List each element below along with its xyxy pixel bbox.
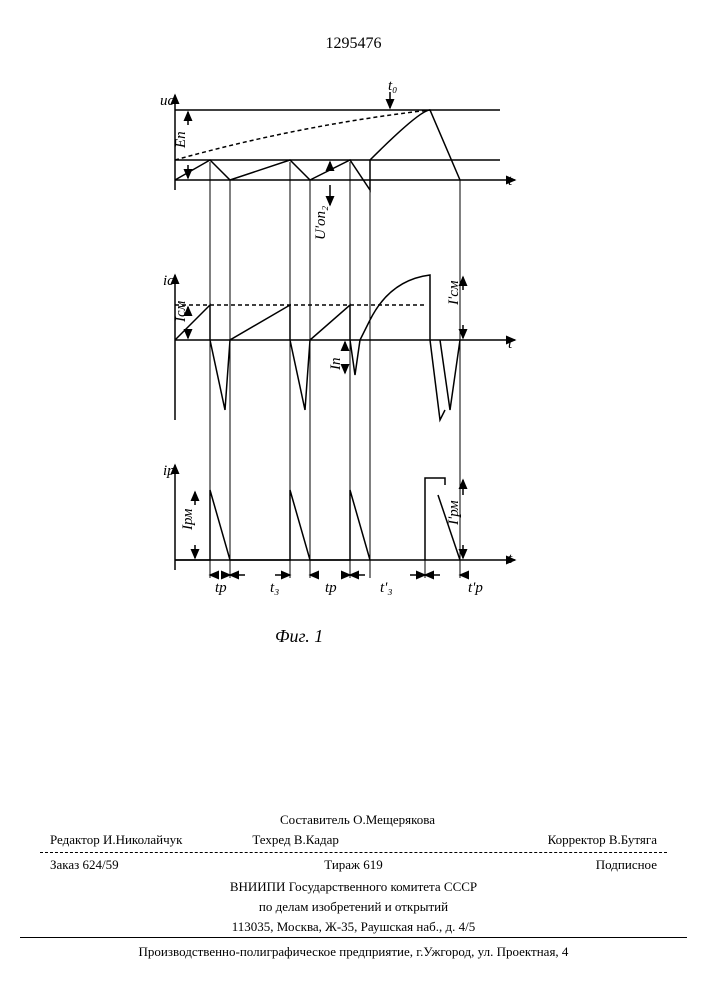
svg-text:iс: iс	[163, 273, 174, 289]
svg-text:t'р: t'р	[468, 580, 483, 596]
org-address: 113035, Москва, Ж-35, Раушская наб., д. …	[0, 917, 707, 937]
svg-text:Iрм: Iрм	[180, 508, 196, 531]
svg-text:Iсм: Iсм	[173, 300, 189, 323]
svg-text:t'₃: t'₃	[380, 580, 393, 596]
svg-text:I'см: I'см	[446, 280, 462, 306]
svg-text:Iп: Iп	[328, 358, 344, 372]
page-number: 1295476	[0, 35, 707, 53]
svg-text:iр: iр	[163, 463, 175, 479]
svg-text:Eп: Eп	[173, 131, 189, 149]
order-number: Заказ 624/59	[50, 857, 252, 873]
printer-line: Производственно-полиграфическое предприя…	[0, 938, 707, 1000]
svg-text:tр: tр	[325, 580, 337, 596]
editor: Редактор И.Николайчук	[50, 832, 252, 848]
tirazh: Тираж 619	[252, 857, 454, 873]
figure-1: uс iс iр t₀ t t t Eп U'оп₂ Iсм Iп I'см Iрм I'рм tр t₃ tр…	[130, 80, 550, 645]
podpisnoe: Подписное	[455, 857, 657, 873]
techred: Техред В.Кадар	[252, 832, 454, 848]
compiler: Составитель О.Мещерякова	[280, 812, 435, 828]
svg-text:U'оп₂: U'оп₂	[313, 206, 329, 240]
svg-text:I'рм: I'рм	[446, 500, 462, 526]
org-line-1: ВНИИПИ Государственного комитета СССР	[0, 877, 707, 897]
svg-text:tр: tр	[215, 580, 227, 596]
corrector: Корректор В.Бутяга	[455, 832, 657, 848]
svg-text:t₀: t₀	[388, 80, 397, 94]
svg-text:uс: uс	[160, 93, 175, 109]
svg-text:t: t	[508, 173, 513, 189]
org-line-2: по делам изобретений и открытий	[0, 897, 707, 917]
svg-text:t: t	[508, 551, 513, 567]
footer-block: Составитель О.Мещерякова Редактор И.Нико…	[0, 808, 707, 1000]
svg-text:t: t	[508, 336, 513, 352]
svg-text:t₃: t₃	[270, 580, 279, 596]
figure-caption: Фиг. 1	[275, 626, 323, 647]
